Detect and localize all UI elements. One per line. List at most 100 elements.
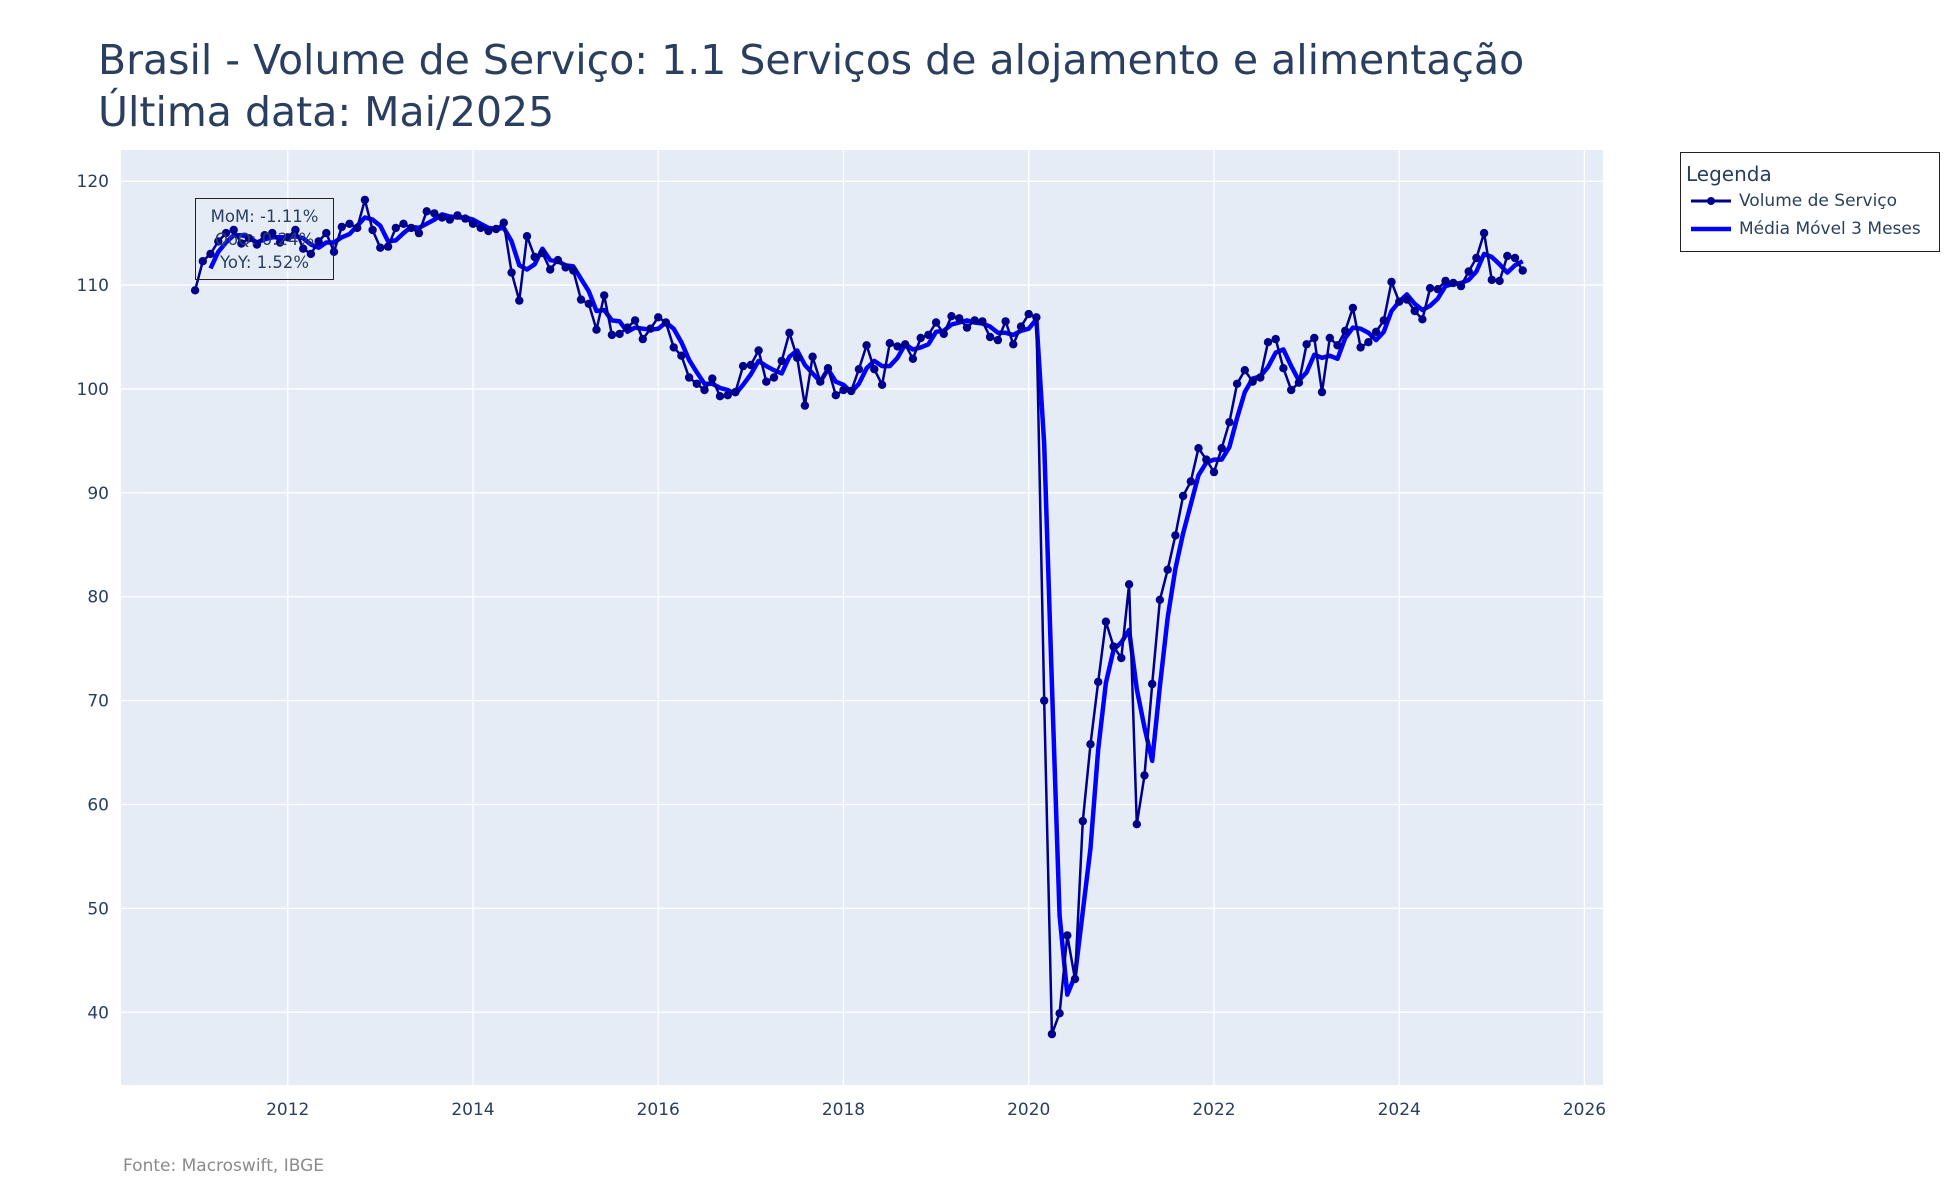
volume-point [1495, 276, 1504, 286]
volume-point [916, 333, 925, 343]
volume-point [530, 252, 539, 262]
volume-point [1472, 253, 1481, 263]
volume-point [1263, 338, 1273, 347]
volume-point [522, 232, 532, 241]
volume-point [708, 374, 717, 383]
volume-point [1248, 377, 1257, 386]
volume-point [1194, 444, 1203, 453]
volume-point [1186, 477, 1196, 486]
volume-point [978, 317, 987, 326]
legend-item-volume[interactable]: Volume de Serviço [1689, 191, 1897, 211]
volume-point [414, 228, 424, 238]
volume-point [229, 225, 238, 235]
volume-point [870, 365, 879, 374]
x-tick-label: 2016 [637, 1100, 680, 1120]
volume-point [985, 332, 995, 342]
y-tick-label: 50 [87, 899, 109, 919]
volume-point [553, 255, 563, 265]
volume-point [816, 377, 825, 386]
volume-point [1094, 677, 1103, 687]
volume-point [1325, 333, 1335, 343]
x-tick-label: 2020 [1007, 1100, 1050, 1120]
volume-point [939, 329, 948, 339]
volume-point [214, 237, 223, 246]
volume-point [291, 225, 300, 235]
volume-point [507, 268, 516, 277]
volume-point [1024, 309, 1033, 319]
volume-point [260, 231, 269, 240]
volume-point [306, 249, 316, 259]
volume-point [268, 228, 277, 238]
volume-point [1202, 455, 1211, 464]
volume-point [221, 228, 231, 238]
chart-title-line1: Brasil - Volume de Serviço: 1.1 Serviços… [98, 36, 1525, 84]
x-tick-label: 2024 [1378, 1100, 1421, 1120]
volume-point [1016, 322, 1026, 331]
volume-point [499, 218, 508, 227]
volume-point [893, 342, 902, 351]
volume-point [353, 223, 362, 233]
volume-point [661, 318, 671, 327]
volume-point [283, 233, 292, 242]
volume-point [538, 248, 547, 258]
volume-point [1310, 333, 1319, 343]
volume-point [654, 313, 663, 322]
volume-point [607, 330, 617, 340]
volume-point [1178, 491, 1188, 501]
volume-point [1256, 373, 1265, 382]
volume-point [715, 392, 725, 401]
volume-point [1464, 267, 1473, 276]
volume-point [1449, 278, 1458, 288]
volume-point [437, 213, 447, 222]
volume-point [252, 240, 262, 249]
x-tick-label: 2022 [1192, 1100, 1235, 1120]
volume-point [237, 239, 246, 248]
volume-point [692, 379, 701, 388]
volume-point [376, 243, 385, 252]
y-tick-label: 70 [87, 692, 109, 712]
volume-point [1518, 266, 1527, 275]
volume-point [823, 364, 833, 373]
volume-point [808, 352, 817, 361]
volume-point [785, 328, 794, 337]
legend: Legenda Volume de Serviço Média Móvel 3 … [1680, 152, 1940, 252]
volume-point [1410, 306, 1419, 316]
volume-point [1379, 316, 1389, 325]
volume-point [430, 209, 439, 218]
volume-point [275, 238, 285, 247]
volume-point [1341, 326, 1350, 335]
volume-point [1148, 679, 1157, 689]
volume-point [1425, 284, 1435, 293]
volume-point [1155, 595, 1165, 604]
volume-point [569, 266, 578, 275]
x-axis-ticks: 2012 2014 2016 2018 2020 2022 2024 2026 [266, 1100, 1606, 1120]
volume-point [383, 242, 393, 251]
volume-point [908, 354, 918, 363]
volume-point [1032, 313, 1041, 322]
volume-point [1302, 340, 1311, 349]
volume-point [1232, 379, 1242, 388]
volume-point [1009, 340, 1018, 349]
volume-point [337, 222, 346, 232]
legend-label-volume: Volume de Serviço [1739, 191, 1898, 211]
volume-point [476, 223, 485, 233]
volume-point [1294, 378, 1304, 387]
volume-point [1456, 281, 1466, 291]
legend-swatch-moving-average-icon [1691, 226, 1731, 232]
volume-point [800, 401, 810, 410]
gridlines [121, 150, 1603, 1085]
volume-point [1510, 253, 1520, 263]
volume-point [391, 223, 400, 233]
legend-item-moving-average[interactable]: Média Móvel 3 Meses [1689, 219, 1921, 239]
volume-point [399, 219, 408, 228]
y-tick-label: 60 [87, 796, 109, 816]
y-tick-label: 120 [77, 172, 109, 192]
moving-average-line [208, 212, 1524, 997]
volume-point [190, 286, 200, 295]
y-tick-label: 80 [87, 588, 109, 608]
volume-point [1371, 327, 1381, 336]
volume-point [1140, 771, 1149, 780]
volume-point [322, 228, 331, 238]
volume-point [360, 195, 370, 205]
legend-swatch-volume-icon [1691, 197, 1731, 205]
